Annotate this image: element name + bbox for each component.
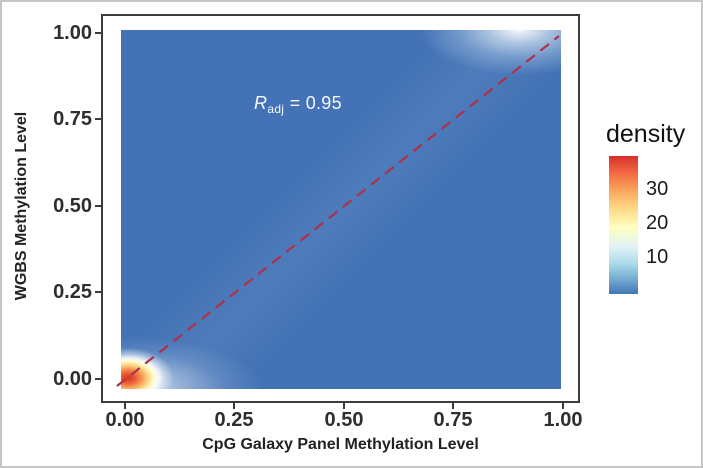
y-tick-mark (95, 205, 101, 207)
colorbar-gradient (609, 156, 638, 294)
y-tick-label: 1.00 (53, 22, 92, 44)
y-tick-label: 0.50 (53, 195, 92, 217)
density-raster (121, 30, 561, 389)
r-symbol: R (254, 93, 268, 113)
x-tick-label: 0.50 (324, 409, 364, 431)
y-tick-label: 0.25 (53, 281, 92, 303)
y-tick-mark (95, 378, 101, 380)
x-tick-mark (124, 403, 126, 409)
x-axis-title: CpG Galaxy Panel Methylation Level (202, 436, 479, 453)
x-tick-mark (562, 403, 564, 409)
y-axis-title: WGBS Methylation Level (13, 111, 30, 301)
y-tick-label: 0.75 (53, 108, 92, 130)
y-tick-label: 0.00 (53, 368, 92, 390)
x-tick-mark (343, 403, 345, 409)
y-tick-mark (95, 32, 101, 34)
r-subscript: adj (267, 102, 285, 116)
x-tick-mark (233, 403, 235, 409)
legend-title: density (606, 120, 686, 148)
y-tick-mark (95, 291, 101, 293)
x-tick-label: 0.00 (105, 409, 145, 431)
x-tick-label: 1.00 (543, 409, 583, 431)
colorbar-tick-label: 10 (646, 246, 669, 268)
x-tick-label: 0.75 (433, 409, 473, 431)
identity-dashed-line (116, 35, 560, 387)
r-value: = 0.95 (284, 93, 342, 113)
colorbar-tick-label: 20 (646, 212, 669, 234)
x-tick-mark (452, 403, 454, 409)
x-tick-label: 0.25 (214, 409, 254, 431)
r-adj-annotation: Radj = 0.95 (232, 93, 364, 116)
y-tick-mark (95, 118, 101, 120)
colorbar-tick-label: 30 (646, 178, 669, 200)
